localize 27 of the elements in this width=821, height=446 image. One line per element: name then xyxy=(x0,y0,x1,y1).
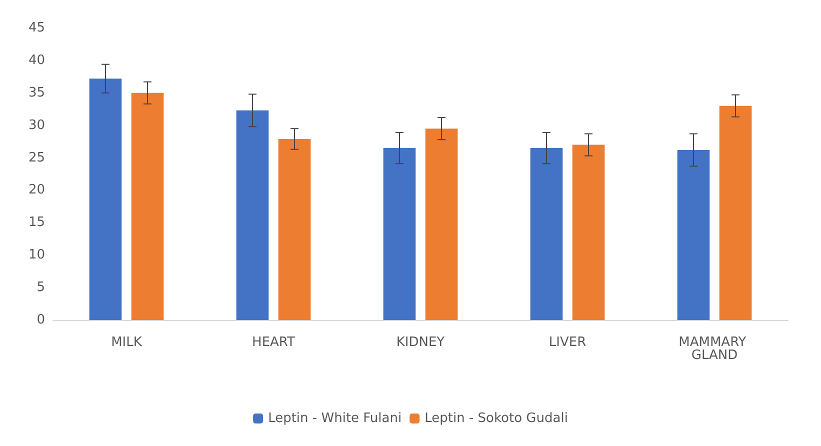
x-tick-label: MILK xyxy=(111,335,142,350)
bar xyxy=(278,138,311,320)
bar xyxy=(719,106,752,320)
bar xyxy=(131,92,164,320)
y-tick-label: 10 xyxy=(28,248,45,263)
x-tick-label: KIDNEY xyxy=(396,335,445,350)
y-tick-label: 25 xyxy=(28,150,45,166)
bar xyxy=(530,148,563,320)
bar xyxy=(425,128,458,320)
y-tick-label: 5 xyxy=(36,280,45,296)
bar xyxy=(677,150,710,320)
x-tick-label: LIVER xyxy=(548,335,586,350)
bar xyxy=(236,110,269,320)
bar xyxy=(383,148,416,320)
legend-label: Leptin - Sokoto Gudali xyxy=(424,411,568,426)
y-tick-label: 30 xyxy=(28,118,45,133)
bar xyxy=(572,144,605,320)
y-tick-label: 35 xyxy=(28,85,45,100)
x-tick-label: MAMMARY GLAND xyxy=(678,335,750,363)
x-tick-label: HEART xyxy=(252,335,296,350)
y-tick-label: 0 xyxy=(36,312,45,328)
y-tick-label: 20 xyxy=(28,182,45,198)
y-tick-label: 40 xyxy=(28,52,45,68)
y-tick-label: 45 xyxy=(28,20,45,36)
bar xyxy=(89,78,122,320)
legend-label: Leptin - White Fulani xyxy=(268,411,402,426)
y-tick-label: 15 xyxy=(28,215,45,230)
